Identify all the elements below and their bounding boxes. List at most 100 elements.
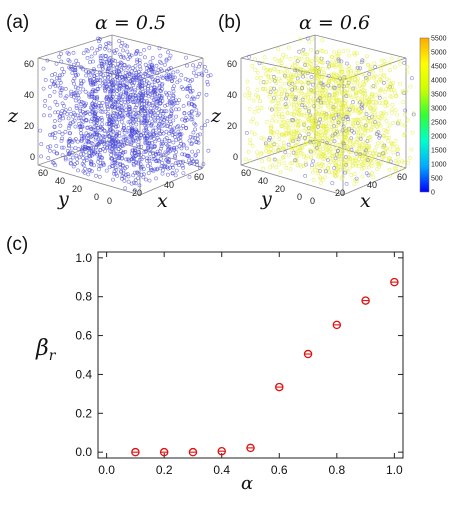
scatter-point xyxy=(180,163,185,168)
scatter-point xyxy=(274,81,279,86)
panel-b-label: (b) xyxy=(218,12,241,33)
scatter-point xyxy=(140,93,145,98)
scatter-point xyxy=(292,84,297,89)
scatter-point xyxy=(122,130,127,135)
scatter-point xyxy=(295,111,300,116)
scatter-point xyxy=(299,91,304,96)
scatter-point xyxy=(133,64,138,68)
scatter-point xyxy=(312,66,317,70)
scatter-point xyxy=(333,156,338,161)
scatter-point xyxy=(171,165,175,170)
scatter-point xyxy=(205,79,210,84)
scatter-point xyxy=(65,50,70,55)
scatter-point xyxy=(118,93,123,98)
scatter-point xyxy=(360,102,364,107)
scatter-point xyxy=(129,141,134,145)
scatter-point xyxy=(109,149,114,154)
scatter-point xyxy=(359,132,364,137)
scatter-point xyxy=(68,139,73,143)
scatter-point xyxy=(80,162,85,166)
z-tick-60: 60 xyxy=(227,59,237,69)
scatter-point xyxy=(267,94,272,99)
scatter-point xyxy=(151,129,156,134)
scatter-point xyxy=(291,150,296,155)
scatter-point xyxy=(172,147,177,152)
scatter-point xyxy=(285,74,290,79)
scatter-point xyxy=(372,110,377,115)
scatter-point xyxy=(374,100,379,104)
scatter-point xyxy=(150,168,155,173)
scatter-point xyxy=(358,90,363,95)
scatter-point xyxy=(292,134,297,139)
scatter-point xyxy=(126,57,131,62)
scatter-point xyxy=(294,153,299,158)
scatter-point xyxy=(153,139,158,144)
scatter-point xyxy=(144,99,149,103)
scatter-point xyxy=(355,61,360,66)
scatter-point xyxy=(303,70,308,75)
scatter-point xyxy=(349,150,354,155)
scatter-point xyxy=(310,36,314,41)
scatter-point xyxy=(336,57,341,62)
scatter-point xyxy=(170,163,175,168)
scatter-point xyxy=(321,101,326,105)
scatter-point xyxy=(269,123,274,128)
scatter-point xyxy=(157,81,162,86)
scatter-point xyxy=(105,72,110,77)
scatter-point xyxy=(281,52,286,57)
scatter-point xyxy=(194,140,199,145)
scatter-point xyxy=(86,172,91,177)
scatter-point xyxy=(145,89,150,94)
scatter-point xyxy=(350,124,355,128)
data-point xyxy=(188,447,198,457)
scatter-point xyxy=(279,115,284,120)
scatter-point xyxy=(108,41,113,46)
scatter-point xyxy=(204,92,209,97)
scatter-point xyxy=(180,117,185,122)
scatter-point xyxy=(158,101,163,106)
scatter-point xyxy=(284,54,289,59)
scatter-point xyxy=(363,74,368,79)
data-point xyxy=(217,446,226,456)
scatter-point xyxy=(58,73,62,78)
scatter-point xyxy=(58,123,63,128)
scatter-point xyxy=(378,74,383,79)
scatter-point xyxy=(114,134,119,138)
scatter-point xyxy=(55,103,60,107)
scatter-point xyxy=(119,170,124,175)
scatter-point xyxy=(371,96,376,101)
data-point xyxy=(303,349,313,359)
scatter-point xyxy=(149,116,153,121)
scatter-point xyxy=(68,121,73,126)
scatter-point xyxy=(307,114,312,119)
scatter-point xyxy=(100,122,105,127)
scatter-point xyxy=(123,186,128,191)
scatter-point xyxy=(297,133,302,138)
scatter-point xyxy=(176,163,181,168)
scatter-point xyxy=(179,132,184,137)
scatter-point xyxy=(149,122,154,126)
scatter-point xyxy=(145,156,149,161)
scatter-point xyxy=(128,109,133,114)
scatter-point xyxy=(95,87,100,91)
scatter-point xyxy=(164,129,169,134)
scatter-point xyxy=(154,103,159,108)
scatter-point xyxy=(171,102,176,107)
y-ticks: 0.00.20.40.60.81.0 xyxy=(75,251,403,459)
scatter-point xyxy=(263,141,268,146)
scatter-point xyxy=(378,123,383,128)
scatter-point xyxy=(326,166,331,171)
scatter-point xyxy=(368,64,373,69)
scatter-point xyxy=(356,96,361,101)
scatter-point xyxy=(158,88,163,93)
scatter-point xyxy=(350,163,355,168)
scatter-point xyxy=(266,89,271,94)
scatter-point xyxy=(280,111,285,116)
scatter-point xyxy=(323,124,328,129)
scatter-point xyxy=(381,110,386,115)
scatter-point xyxy=(53,119,57,123)
scatter-point xyxy=(256,95,261,100)
scatter-point xyxy=(291,73,296,78)
scatter-point xyxy=(172,75,177,80)
scatter-point xyxy=(193,123,198,127)
